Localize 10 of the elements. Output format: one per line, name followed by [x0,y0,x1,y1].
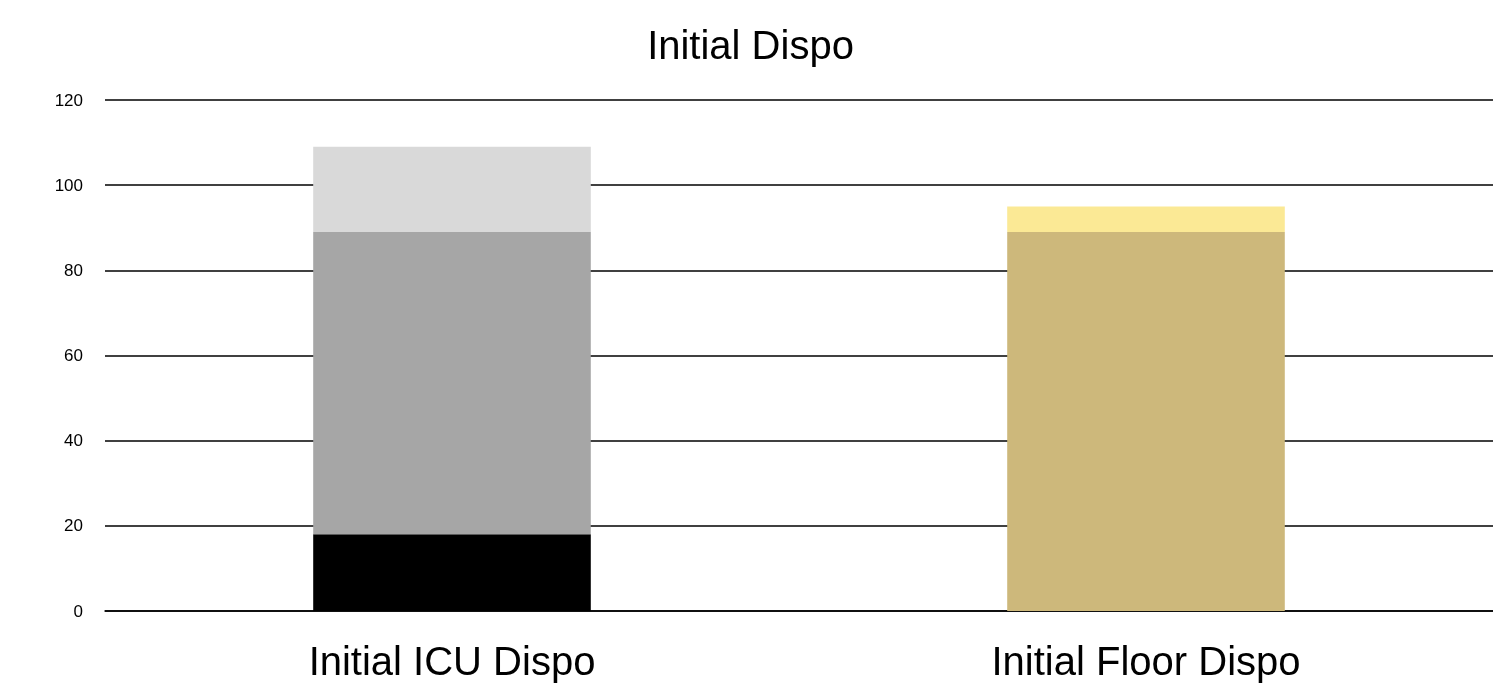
y-tick-label: 100 [54,175,83,195]
y-tick-label: 20 [64,516,83,536]
y-tick-label: 120 [54,90,83,110]
y-tick-label: 80 [64,260,83,280]
y-tick-label: 60 [64,346,83,365]
chart-title: Initial Dispo [647,23,854,67]
y-tick-label: 0 [73,601,83,621]
x-tick-label: Initial Floor Dispo [991,639,1301,683]
x-tick-label: Initial ICU Dispo [308,639,596,683]
y-tick-label: 40 [64,431,83,451]
